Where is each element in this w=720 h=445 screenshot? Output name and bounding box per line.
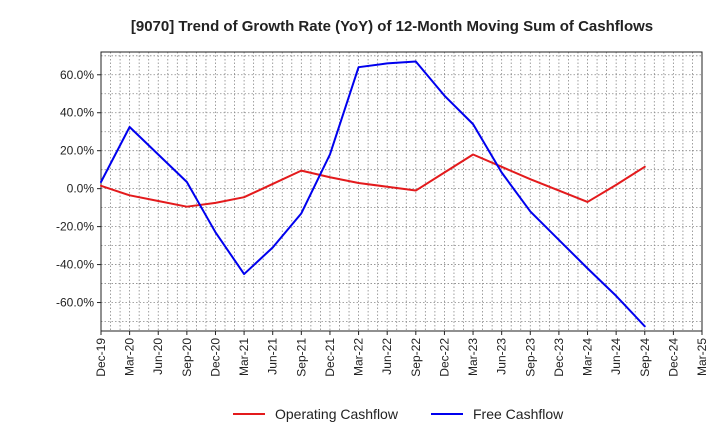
- x-tick-label: Dec-19: [94, 338, 108, 377]
- y-tick-label: 20.0%: [60, 144, 94, 158]
- x-tick-label: Dec-20: [208, 338, 222, 377]
- x-axis-ticks: Dec-19 Mar-20 Jun-20 Sep-20 Dec-20 Mar-21 Jun-…: [94, 331, 709, 377]
- legend-label-free-cashflow: Free Cashflow: [473, 406, 564, 422]
- y-axis-ticks: 60.0% 40.0% 20.0% 0.0% -20.0% -40.0% -60.0%: [56, 68, 101, 310]
- y-tick-label: 0.0%: [67, 182, 95, 196]
- chart-title: [9070] Trend of Growth Rate (YoY) of 12-…: [131, 18, 653, 35]
- x-tick-label: Jun-20: [151, 338, 165, 375]
- y-tick-label: -20.0%: [56, 220, 94, 234]
- x-tick-label: Sep-23: [523, 338, 537, 377]
- x-tick-label: Mar-23: [466, 338, 480, 376]
- x-tick-label: Mar-24: [581, 338, 595, 376]
- grid: [101, 52, 702, 331]
- x-tick-label: Sep-21: [294, 338, 308, 377]
- legend: Operating Cashflow Free Cashflow: [233, 406, 564, 422]
- x-tick-label: Mar-22: [352, 338, 366, 376]
- plot-area-frame: [100, 51, 703, 332]
- x-tick-label: Dec-23: [552, 338, 566, 377]
- y-tick-label: 40.0%: [60, 106, 94, 120]
- x-tick-label: Jun-22: [380, 338, 394, 375]
- x-tick-label: Sep-24: [638, 338, 652, 377]
- x-tick-label: Sep-20: [180, 338, 194, 377]
- x-tick-label: Dec-24: [666, 338, 680, 377]
- y-tick-label: -40.0%: [56, 258, 94, 272]
- x-tick-label: Mar-20: [123, 338, 137, 376]
- x-tick-label: Mar-25: [695, 338, 709, 376]
- x-tick-label: Jun-24: [609, 338, 623, 375]
- x-tick-label: Mar-21: [237, 338, 251, 376]
- x-tick-label: Dec-22: [437, 338, 451, 377]
- x-tick-label: Jun-21: [266, 338, 280, 375]
- series-line-operating-cashflow: [100, 153, 646, 208]
- y-tick-label: -60.0%: [56, 296, 94, 310]
- x-tick-label: Jun-23: [495, 338, 509, 375]
- series-layer: [100, 60, 646, 328]
- series-line-free-cashflow: [100, 60, 646, 328]
- x-tick-label: Sep-22: [409, 338, 423, 377]
- x-tick-label: Dec-21: [323, 338, 337, 377]
- y-tick-label: 60.0%: [60, 68, 94, 82]
- legend-label-operating-cashflow: Operating Cashflow: [275, 406, 399, 422]
